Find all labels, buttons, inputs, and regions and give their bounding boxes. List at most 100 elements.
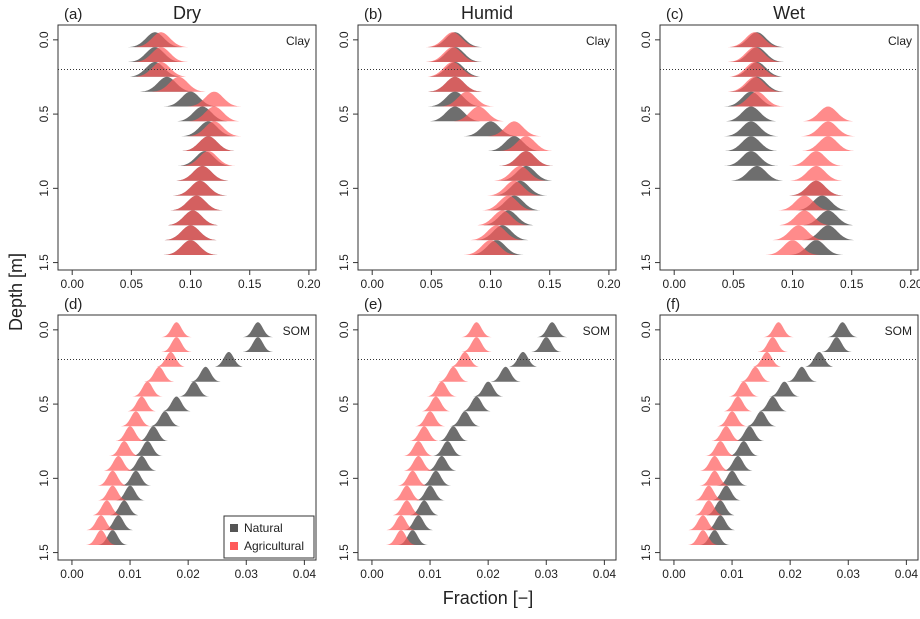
ridge [161, 396, 192, 412]
x-tick-label: 0.15 [538, 277, 562, 291]
ridge [786, 366, 817, 382]
ridge [161, 322, 192, 338]
ridge [409, 426, 440, 441]
ridge [537, 322, 568, 338]
ridge [132, 441, 163, 456]
ridge [724, 136, 779, 151]
y-tick-label: 1.0 [37, 470, 51, 487]
ridge [724, 151, 779, 166]
x-tick-label: 0.00 [61, 277, 85, 291]
ridge [190, 366, 221, 382]
panel-title: Humid [461, 3, 513, 23]
ridge [499, 136, 554, 151]
ridge [134, 47, 188, 62]
ridge [727, 47, 782, 62]
ridge [165, 210, 220, 226]
y-tick-label: 0.0 [337, 321, 351, 338]
ridge [428, 76, 482, 92]
ridge [169, 195, 224, 211]
y-tick-label: 1.5 [37, 544, 51, 561]
y-tick-label: 1.0 [337, 470, 351, 487]
x-tick-label: 0.01 [720, 567, 744, 581]
ridge [420, 396, 451, 412]
variable-label: Clay [286, 34, 310, 48]
ridge [86, 530, 116, 545]
ridge [213, 352, 244, 367]
x-tick-label: 0.04 [593, 567, 617, 581]
ridge [397, 470, 428, 486]
ridge [391, 500, 422, 516]
ridge [242, 337, 273, 352]
ridge [403, 515, 434, 531]
x-tick-label: 0.10 [781, 277, 805, 291]
legend-swatch [230, 542, 238, 550]
ridge [403, 441, 434, 456]
ridge [711, 426, 742, 441]
ridge [757, 396, 788, 412]
ridge [487, 180, 542, 196]
ridge [138, 426, 169, 441]
plot-frame [357, 24, 617, 271]
ridge [722, 396, 753, 412]
plot-frame [357, 314, 617, 561]
y-tick-label: 1.5 [337, 544, 351, 561]
panel: 0.00 0.05 0.10 0.15 0.20 0.0 0.5 1.0 1.5 (c) Wet Cl… [639, 3, 920, 291]
ridge [730, 165, 784, 181]
ridge [724, 106, 779, 122]
ridge [727, 32, 782, 48]
ridge [149, 411, 180, 427]
ridge [144, 366, 175, 382]
ridge [409, 500, 440, 516]
ridge [727, 76, 782, 92]
ridge [97, 485, 128, 501]
ridge [109, 500, 140, 516]
ridge [163, 240, 218, 255]
ridge [531, 337, 562, 352]
ridge [746, 411, 777, 427]
ridge [821, 337, 852, 352]
ridge [728, 381, 759, 397]
legend-label: Natural [244, 521, 283, 535]
ridge [386, 530, 416, 545]
x-tick-label: 0.04 [895, 567, 919, 581]
ridge [728, 441, 759, 456]
y-tick-label: 0.0 [639, 31, 653, 48]
ridge [789, 151, 844, 166]
y-tick-label: 1.0 [337, 180, 351, 197]
ridges [386, 322, 568, 545]
panel-label: (f) [666, 296, 680, 313]
ridge [711, 485, 742, 501]
y-tick-label: 0.0 [337, 31, 351, 48]
x-tick-label: 0.20 [297, 277, 321, 291]
ridge [801, 225, 856, 241]
y-tick-label: 0.0 [639, 321, 653, 338]
y-tick-label: 0.5 [37, 395, 51, 412]
ridge [386, 515, 416, 531]
ridge [91, 500, 122, 516]
x-tick-label: 0.00 [663, 277, 687, 291]
ridge [155, 352, 186, 367]
variable-label: SOM [885, 324, 912, 338]
x-tick-label: 0.02 [176, 567, 200, 581]
panel-label: (d) [64, 296, 82, 313]
ridge [763, 322, 794, 338]
ridge [801, 121, 856, 137]
ridge [175, 165, 230, 181]
ridge [161, 337, 192, 352]
ridge [103, 455, 134, 471]
x-tick-label: 0.20 [597, 277, 621, 291]
panel-label: (a) [64, 6, 82, 23]
ridge [126, 455, 157, 471]
ridge [827, 322, 858, 338]
y-tick-label: 1.0 [37, 180, 51, 197]
ridge [126, 396, 157, 412]
y-tick-label: 1.5 [639, 544, 653, 561]
ridge [473, 381, 504, 397]
ridge [769, 381, 800, 397]
ridge [693, 485, 724, 501]
plot-frame [659, 24, 919, 271]
ridge [722, 455, 753, 471]
ridge [449, 411, 480, 427]
variable-label: Clay [586, 34, 610, 48]
ridge [115, 426, 146, 441]
